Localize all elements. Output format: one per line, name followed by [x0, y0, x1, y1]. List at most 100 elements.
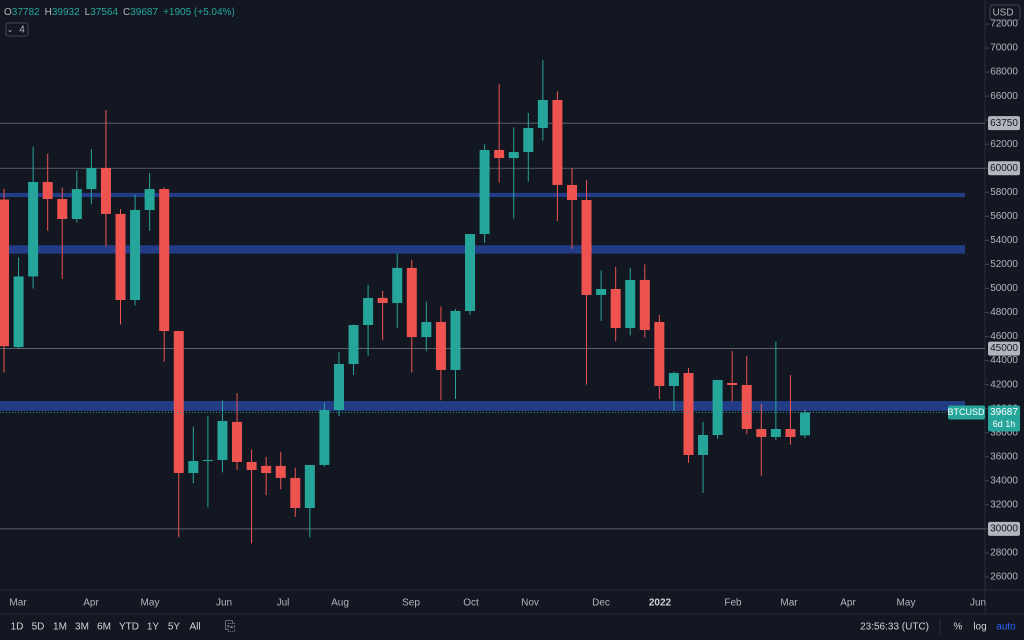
candle-body: [71, 189, 82, 219]
x-tick-label: Mar: [780, 598, 798, 609]
y-tick-label: 62000: [990, 139, 1018, 150]
range-button[interactable]: All: [189, 622, 200, 633]
range-button[interactable]: 1D: [11, 622, 24, 633]
scale-option[interactable]: %: [954, 622, 963, 633]
x-tick-label: Dec: [592, 598, 610, 609]
level-tag: [988, 521, 1020, 536]
candle-body: [261, 465, 272, 474]
candle-body: [42, 181, 53, 200]
level-tag: [988, 161, 1020, 176]
level-tag: [988, 116, 1020, 131]
y-tick-label: 54000: [990, 235, 1018, 246]
y-tick-label: 32000: [990, 500, 1018, 511]
ohlc-value: 37782: [12, 7, 40, 18]
currency[interactable]: USD: [992, 8, 1013, 19]
x-tick-label: Apr: [83, 598, 99, 609]
symbol-tag: [948, 405, 985, 420]
candle-body: [173, 331, 184, 474]
candle-body: [785, 429, 796, 437]
y-tick-label: 26000: [990, 572, 1018, 583]
candle-body: [144, 189, 155, 210]
range-button[interactable]: 1Y: [147, 622, 160, 633]
y-tick-label: 48000: [990, 307, 1018, 318]
candle-body: [275, 465, 286, 478]
zone: [0, 245, 965, 254]
level-label: 30000: [990, 524, 1018, 535]
clock: 23:56:33 (UTC): [860, 622, 929, 633]
change: +1905 (+5.04%): [163, 7, 235, 18]
y-tick-label: 70000: [990, 43, 1018, 54]
candle-body: [756, 429, 767, 437]
level-label: 63750: [990, 118, 1018, 129]
level-label: 60000: [990, 163, 1018, 174]
candle-body: [246, 461, 257, 471]
x-tick-label: Jul: [277, 598, 290, 609]
scale-option[interactable]: auto: [996, 622, 1016, 633]
y-tick-label: 34000: [990, 475, 1018, 486]
candle-body: [377, 297, 388, 304]
range-button[interactable]: 1M: [53, 622, 67, 633]
range-button[interactable]: YTD: [119, 622, 139, 633]
zone: [0, 401, 965, 411]
candle-body: [698, 435, 709, 455]
candle-body: [712, 379, 723, 436]
y-tick-label: 46000: [990, 331, 1018, 342]
range-button[interactable]: 5Y: [168, 622, 181, 633]
x-tick-label: Mar: [9, 598, 27, 609]
candle-body: [435, 322, 446, 370]
candle-body: [188, 460, 199, 474]
candle-body: [479, 149, 490, 235]
y-tick-label: 56000: [990, 211, 1018, 222]
range-button[interactable]: 6M: [97, 622, 111, 633]
y-tick-label: 72000: [990, 19, 1018, 30]
candle-body: [770, 429, 781, 437]
range-button[interactable]: 3M: [75, 622, 89, 633]
x-tick-label: Oct: [463, 598, 479, 609]
range-button[interactable]: 5D: [32, 622, 45, 633]
candle-body: [566, 184, 577, 200]
currency-button[interactable]: [989, 4, 1021, 21]
candle-body: [596, 288, 607, 295]
candle-body: [537, 99, 548, 128]
x-tick-label: Feb: [724, 598, 742, 609]
candle-body: [348, 325, 359, 364]
x-tick-label: Sep: [402, 598, 420, 609]
indicator-count[interactable]: 4: [19, 25, 25, 36]
candle-body: [304, 464, 315, 508]
candle-body: [130, 209, 141, 301]
candle-body: [683, 372, 694, 455]
candle-body: [333, 363, 344, 411]
scale-option[interactable]: log: [973, 622, 986, 633]
y-tick-label: 52000: [990, 259, 1018, 270]
x-tick-label: Aug: [331, 598, 349, 609]
candle-body: [494, 149, 505, 159]
ohlc-prefix: H: [45, 7, 52, 18]
indicator-toggle[interactable]: [5, 22, 29, 37]
y-tick-label: 58000: [990, 187, 1018, 198]
ohlc-value: 39932: [52, 7, 80, 18]
x-tick-label: Jun: [970, 598, 986, 609]
candle-body: [363, 297, 374, 326]
x-tick-label: May: [897, 598, 916, 609]
level-tag: [988, 341, 1020, 356]
candle-body: [232, 421, 243, 462]
y-tick-label: 42000: [990, 379, 1018, 390]
ohlc-value: 39687: [130, 7, 158, 18]
level-label: 45000: [990, 343, 1018, 354]
candle-body: [654, 322, 665, 386]
x-tick-label: 2022: [649, 598, 672, 609]
x-tick-label: Jun: [216, 598, 232, 609]
date-range-icon[interactable]: ⎘: [225, 618, 235, 633]
ohlc-prefix: L: [85, 7, 91, 18]
candle-body: [13, 276, 24, 348]
candle-body: [581, 199, 592, 295]
price-tag: [988, 405, 1020, 432]
candle-body: [508, 152, 519, 159]
candle-body: [217, 420, 228, 461]
ohlc-prefix: O: [4, 7, 12, 18]
chevron: ⌄: [7, 25, 14, 34]
candle-body: [465, 234, 476, 311]
candle-body: [727, 382, 738, 386]
